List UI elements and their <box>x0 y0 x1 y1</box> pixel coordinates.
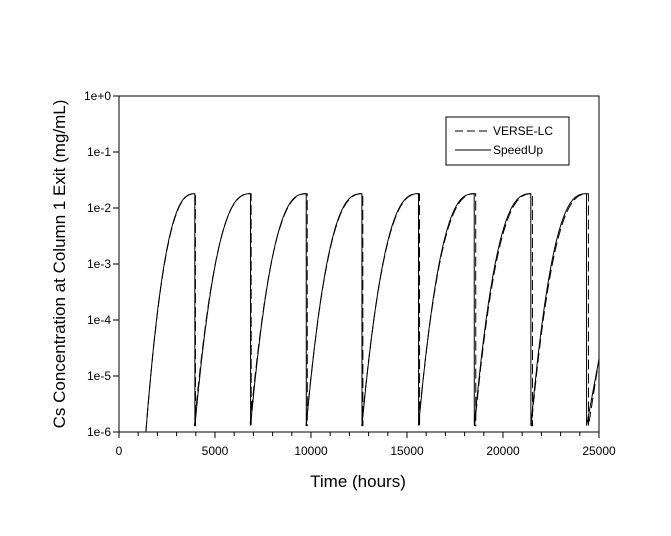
y-tick-label: 1e-3 <box>87 257 111 271</box>
legend: VERSE-LC SpeedUp <box>445 116 570 166</box>
x-axis-title: Time (hours) <box>310 472 406 491</box>
y-axis: 1e+0 1e-1 1e-2 1e-3 1e-4 1e-5 1e-6 <box>84 89 119 439</box>
x-tick-label: 0 <box>116 444 123 458</box>
y-tick-label: 1e-5 <box>87 369 111 383</box>
plot-curves <box>145 193 600 433</box>
x-axis: 0 5000 10000 15000 20000 25000 <box>116 432 616 458</box>
y-tick-label: 1e-2 <box>87 201 111 215</box>
x-tick-label: 5000 <box>202 444 229 458</box>
y-tick-label: 1e-4 <box>87 313 111 327</box>
y-tick-label: 1e-1 <box>87 145 111 159</box>
x-tick-label: 20000 <box>486 444 520 458</box>
legend-label-verse-lc: VERSE-LC <box>493 124 553 138</box>
y-tick-label: 1e-6 <box>87 425 111 439</box>
x-tick-label: 25000 <box>582 444 616 458</box>
x-tick-label: 10000 <box>294 444 328 458</box>
legend-label-speedup: SpeedUp <box>493 143 543 157</box>
speedup-line <box>145 193 600 433</box>
verse-lc-line <box>145 193 600 433</box>
x-tick-label: 15000 <box>390 444 424 458</box>
y-tick-label: 1e+0 <box>84 89 111 103</box>
y-axis-title: Cs Concentration at Column 1 Exit (mg/mL… <box>50 100 69 429</box>
legend-box <box>445 116 570 166</box>
